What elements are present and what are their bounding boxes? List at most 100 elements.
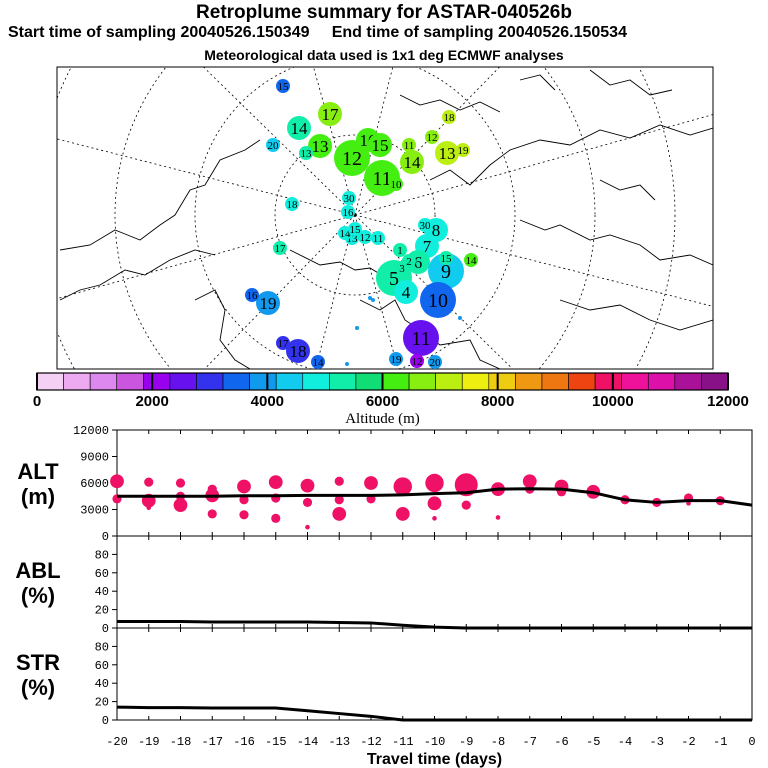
cluster-dot	[355, 326, 359, 330]
altitude-point	[332, 507, 347, 521]
colorbar-swatch	[275, 372, 304, 391]
cluster-marker	[287, 116, 311, 140]
cluster-label: 8	[432, 221, 441, 240]
colorbar-swatch	[621, 372, 649, 391]
x-axis-label: Travel time (days)	[367, 751, 502, 768]
cluster-marker	[435, 141, 459, 165]
x-tick-label: -18	[170, 735, 192, 749]
cluster-label: 17	[322, 105, 340, 124]
colorbar-swatch	[36, 372, 64, 391]
cluster-marker	[273, 241, 287, 255]
altitude-point	[173, 498, 188, 512]
cluster-marker	[393, 243, 407, 257]
cluster-marker	[276, 79, 290, 93]
altitude-point	[207, 509, 217, 519]
met-data-note: Meteorological data used is 1x1 deg ECMW…	[204, 47, 564, 63]
cluster-label: 19	[260, 294, 277, 313]
cluster-marker	[418, 218, 432, 232]
cluster-label: 18	[287, 199, 299, 211]
coastline	[519, 219, 713, 266]
latitude-circle	[114, 67, 596, 369]
x-tick-label: -2	[681, 735, 695, 749]
cluster-marker	[400, 150, 424, 174]
cluster-marker	[308, 134, 332, 158]
altitude-point	[454, 473, 478, 497]
coastline	[194, 289, 251, 369]
x-tick-label: -17	[201, 735, 223, 749]
meridian-line	[354, 114, 713, 216]
cluster-label: 19	[458, 145, 470, 157]
colorbar-swatch	[302, 372, 330, 391]
colorbar-swatch	[143, 372, 171, 391]
altitude-point	[175, 478, 186, 488]
cluster-label: 14	[313, 357, 325, 369]
meridian-line	[57, 138, 356, 216]
altitude-point	[237, 479, 251, 494]
panel-frame	[116, 627, 753, 721]
cluster-marker	[276, 336, 290, 350]
colorbar-swatch	[647, 372, 676, 391]
cluster-label: 12	[412, 356, 423, 368]
x-tick-label: -1	[713, 735, 727, 749]
coastline	[59, 139, 261, 251]
cluster-marker	[425, 130, 439, 144]
cluster-label: 12	[360, 232, 371, 244]
altitude-point	[432, 516, 437, 521]
y-tick-label: 40	[95, 585, 109, 599]
cluster-marker	[428, 253, 464, 289]
panel-ylabel: (%)	[21, 583, 55, 608]
cluster-marker	[410, 354, 424, 368]
cluster-dot	[345, 362, 349, 366]
coastline	[599, 179, 656, 201]
cluster-label: 13	[439, 144, 456, 163]
cluster-label: 13	[347, 233, 359, 245]
series-line	[116, 705, 752, 722]
y-tick-label: 20	[95, 696, 109, 710]
cluster-marker	[402, 254, 416, 268]
colorbar-swatch	[63, 372, 91, 391]
colorbar-tick-label: 12000	[707, 393, 749, 410]
altitude-point	[495, 515, 501, 520]
cluster-label: 1	[397, 245, 403, 257]
cluster-label: 18	[290, 342, 307, 361]
cluster-label: 20	[430, 357, 442, 369]
colorbar-swatch	[408, 372, 436, 391]
altitude-point	[144, 477, 154, 487]
coastline	[399, 94, 501, 113]
x-tick-label: -9	[459, 735, 473, 749]
colorbar-tick-label: 8000	[481, 393, 514, 410]
colorbar-swatch	[594, 372, 622, 391]
colorbar-swatch	[488, 372, 516, 391]
cluster-label: 20	[268, 140, 280, 152]
colorbar-tick-label: 10000	[592, 393, 634, 410]
panel-abl: 0 20 40 60 80 ABL(%)	[15, 535, 753, 636]
altitude-point	[334, 495, 344, 505]
altitude-point	[110, 474, 124, 489]
cluster-label: 15	[350, 224, 362, 236]
colorbar-swatch	[541, 372, 569, 391]
latitude-circle	[274, 134, 436, 296]
altitude-colorbar: 0 2000 4000 6000 8000 10000 12000 Altitude (m)	[33, 372, 749, 427]
colorbar-tick-label: 0	[33, 393, 41, 410]
coastline	[589, 69, 673, 96]
meridian-line	[354, 214, 514, 369]
coastline	[59, 249, 216, 301]
cluster-label: 6	[414, 253, 423, 272]
altitude-point	[364, 476, 378, 490]
meridian-line	[202, 67, 356, 216]
cluster-label: 2	[406, 256, 412, 268]
cluster-label: 11	[411, 328, 430, 350]
x-tick-label: -20	[106, 735, 128, 749]
y-tick-label: 3000	[80, 504, 109, 518]
cluster-label: 5	[389, 268, 399, 290]
cluster-label: 15	[441, 253, 453, 265]
cluster-label: 30	[344, 193, 356, 205]
series-line	[117, 487, 753, 507]
x-tick-label: -13	[328, 735, 350, 749]
cluster-marker	[456, 143, 470, 157]
cluster-marker	[394, 280, 418, 304]
latitude-circle	[57, 67, 676, 369]
